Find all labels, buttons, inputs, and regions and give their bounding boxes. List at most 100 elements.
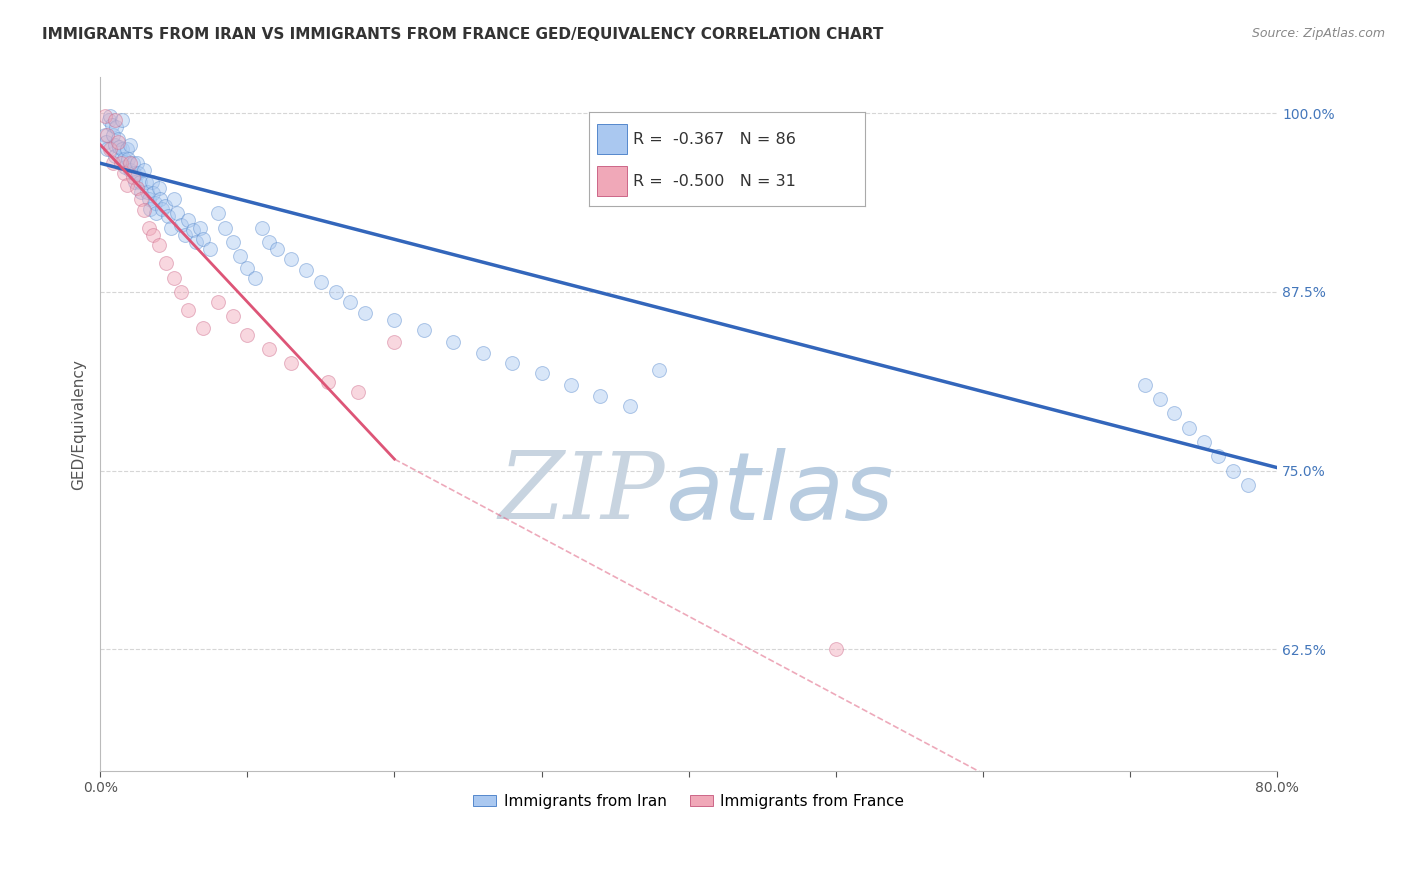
Point (1237, 478, 1260, 492)
Point (114, 161, 136, 175)
Point (112, 166, 135, 180)
Point (96, 128, 118, 142)
Point (127, 166, 149, 180)
Point (177, 303, 200, 318)
Point (104, 113, 127, 128)
Point (648, 363, 671, 377)
Point (221, 309, 243, 323)
Text: atlas: atlas (665, 448, 893, 539)
Point (121, 170, 143, 185)
Point (135, 175, 157, 189)
Point (530, 367, 553, 381)
Point (207, 294, 229, 309)
Point (236, 327, 259, 342)
Text: ZIP: ZIP (499, 449, 665, 539)
Point (131, 185, 153, 199)
Point (354, 306, 377, 320)
Point (166, 206, 188, 220)
Point (325, 285, 347, 299)
Point (141, 175, 163, 189)
Point (104, 137, 127, 152)
Point (122, 166, 145, 180)
Point (117, 152, 139, 166)
Point (118, 156, 141, 170)
Point (177, 213, 200, 227)
Point (110, 156, 132, 170)
Point (1133, 377, 1156, 392)
Point (163, 192, 186, 206)
Point (589, 389, 612, 403)
Point (316, 375, 339, 389)
Point (266, 242, 288, 256)
Point (153, 199, 176, 213)
Point (412, 323, 434, 337)
Point (170, 285, 193, 299)
Point (111, 113, 134, 128)
Point (309, 275, 332, 289)
Point (280, 356, 302, 370)
Point (148, 237, 170, 252)
Point (124, 175, 146, 189)
Point (121, 156, 143, 170)
Point (108, 140, 131, 154)
Point (243, 270, 266, 285)
Point (149, 192, 172, 206)
Point (295, 263, 318, 277)
Point (128, 175, 150, 189)
Point (214, 220, 236, 235)
Text: IMMIGRANTS FROM IRAN VS IMMIGRANTS FROM FRANCE GED/EQUIVALENCY CORRELATION CHART: IMMIGRANTS FROM IRAN VS IMMIGRANTS FROM … (42, 27, 883, 42)
Point (259, 235, 281, 249)
Point (104, 149, 127, 163)
Point (188, 220, 211, 235)
Point (221, 235, 243, 249)
Point (384, 313, 406, 327)
Point (110, 152, 132, 166)
Point (148, 180, 170, 194)
Point (159, 220, 181, 235)
Point (471, 346, 494, 360)
Point (118, 137, 141, 152)
Point (139, 202, 162, 216)
Point (156, 209, 179, 223)
Point (181, 223, 204, 237)
Point (191, 320, 214, 334)
Point (501, 356, 523, 370)
Point (191, 232, 214, 246)
Point (118, 163, 141, 178)
Point (93, 109, 115, 123)
Point (136, 185, 159, 199)
Point (131, 192, 153, 206)
Point (339, 294, 361, 309)
Point (229, 249, 252, 263)
Point (280, 252, 302, 266)
Point (100, 109, 122, 123)
Point (1208, 449, 1230, 463)
Y-axis label: GED/Equivalency: GED/Equivalency (72, 359, 86, 490)
Point (560, 377, 582, 392)
Point (155, 256, 177, 270)
Point (125, 180, 148, 194)
Point (250, 220, 273, 235)
Point (259, 342, 281, 356)
Point (105, 120, 128, 135)
Point (94, 135, 117, 149)
Point (107, 132, 129, 146)
Point (111, 142, 134, 156)
Point (101, 118, 124, 132)
Point (142, 227, 165, 242)
Point (145, 206, 167, 220)
Point (93, 128, 115, 142)
Point (170, 218, 193, 232)
Point (134, 163, 156, 178)
Point (112, 152, 135, 166)
Point (1178, 420, 1201, 434)
Point (103, 128, 125, 142)
Point (115, 142, 138, 156)
Point (184, 235, 207, 249)
Point (1163, 406, 1185, 420)
Point (200, 242, 222, 256)
Point (346, 384, 368, 399)
Text: Source: ZipAtlas.com: Source: ZipAtlas.com (1251, 27, 1385, 40)
Point (142, 186, 165, 201)
Point (143, 196, 166, 211)
